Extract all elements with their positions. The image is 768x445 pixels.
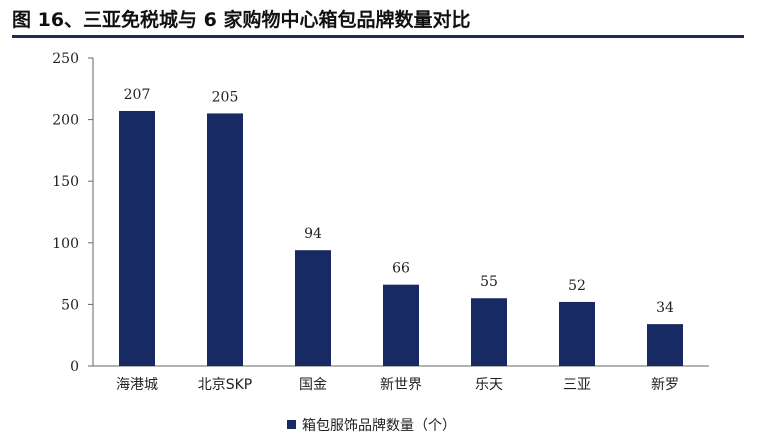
data-label: 55 [480,274,498,290]
bar-5 [559,301,595,366]
bar-0 [119,110,155,366]
y-tick-label: 0 [70,359,79,375]
bar-6 [647,324,683,366]
figure-title: 图 16、三亚免税城与 6 家购物中心箱包品牌数量对比 [12,9,471,31]
y-tick-label: 100 [52,236,79,252]
y-tick-label: 200 [52,113,79,129]
bar-1 [207,113,243,366]
legend-label: 箱包服饰品牌数量（个） [302,417,456,434]
data-label: 34 [656,300,674,316]
bars-group: 207 海港城 205 北京SKP 94 国金 66 新世界 55 乐天 52 三亚 34 新罗 [116,87,683,393]
data-label: 52 [568,278,586,294]
x-category-label: 新罗 [651,377,679,393]
bar-3 [383,284,419,366]
title-rule [12,35,744,38]
data-label: 205 [212,89,239,105]
data-label: 66 [392,261,410,277]
legend: 箱包服饰品牌数量（个） [287,417,456,434]
data-label: 94 [304,226,322,242]
data-label: 207 [124,87,151,103]
x-category-label: 海港城 [116,377,158,393]
x-category-label: 三亚 [563,377,591,393]
bar-4 [471,298,507,366]
x-category-label: 乐天 [475,377,503,393]
y-tick-label: 150 [52,174,79,190]
x-category-label: 北京SKP [198,377,253,393]
legend-swatch [287,420,296,429]
y-tick-label: 250 [52,51,79,67]
bar-2 [295,250,331,366]
x-category-label: 新世界 [380,377,422,393]
x-category-label: 国金 [299,377,327,393]
y-tick-label: 50 [61,297,79,313]
y-axis-ticks: 0 50 100 150 200 250 [52,51,93,375]
